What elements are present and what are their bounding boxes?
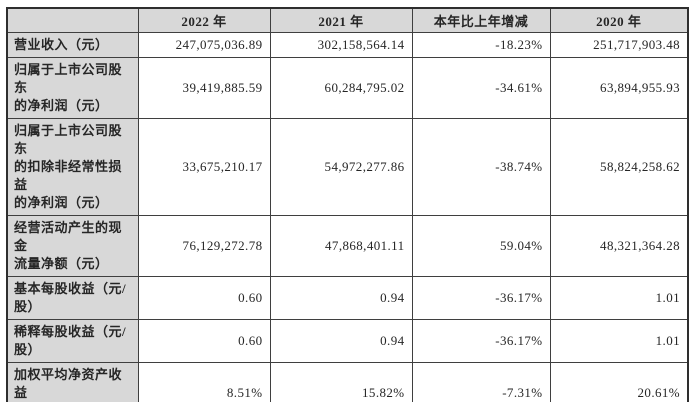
table-row-revenue: 营业收入（元） 247,075,036.89 302,158,564.14 -1… <box>6 32 689 58</box>
table-row-diluted-eps: 稀释每股收益（元/ 股） 0.60 0.94 -36.17% 1.01 <box>6 319 689 363</box>
cell-change: -7.31% <box>411 362 551 402</box>
corner-cell <box>6 7 139 33</box>
cell-2020: 48,321,364.28 <box>549 215 689 277</box>
row-label: 加权平均净资产收益 率 <box>6 362 139 402</box>
cell-change: 59.04% <box>411 215 551 277</box>
cell-2021: 54,972,277.86 <box>269 118 413 216</box>
row-label: 经营活动产生的现金 流量净额（元） <box>6 215 139 277</box>
table-row-basic-eps: 基本每股收益（元/ 股） 0.60 0.94 -36.17% 1.01 <box>6 276 689 320</box>
table-row-weighted-avg-roe: 加权平均净资产收益 率 8.51% 15.82% -7.31% 20.61% <box>6 362 689 402</box>
cell-2020: 1.01 <box>549 276 689 320</box>
cell-2022: 76,129,272.78 <box>137 215 271 277</box>
cell-2020: 1.01 <box>549 319 689 363</box>
cell-2021: 0.94 <box>269 319 413 363</box>
row-label: 归属于上市公司股东 的扣除非经常性损益 的净利润（元） <box>6 118 139 216</box>
row-label: 稀释每股收益（元/ 股） <box>6 319 139 363</box>
cell-2022: 33,675,210.17 <box>137 118 271 216</box>
cell-change: -34.61% <box>411 57 551 119</box>
column-header-2022: 2022 年 <box>137 7 271 33</box>
cell-2020: 63,894,955.93 <box>549 57 689 119</box>
cell-change: -38.74% <box>411 118 551 216</box>
cell-2020: 251,717,903.48 <box>549 32 689 58</box>
row-label: 基本每股收益（元/ 股） <box>6 276 139 320</box>
cell-2022: 247,075,036.89 <box>137 32 271 58</box>
cell-2021: 47,868,401.11 <box>269 215 413 277</box>
column-header-2021: 2021 年 <box>269 7 413 33</box>
cell-2021: 302,158,564.14 <box>269 32 413 58</box>
financial-summary-table: 2022 年 2021 年 本年比上年增减 2020 年 营业收入（元） 247… <box>6 7 689 402</box>
cell-2021: 0.94 <box>269 276 413 320</box>
column-header-yoy-change: 本年比上年增减 <box>411 7 551 33</box>
cell-2022: 0.60 <box>137 319 271 363</box>
cell-2022: 0.60 <box>137 276 271 320</box>
row-label: 营业收入（元） <box>6 32 139 58</box>
table-row-net-profit: 归属于上市公司股东 的净利润（元） 39,419,885.59 60,284,7… <box>6 57 689 119</box>
cell-2020: 58,824,258.62 <box>549 118 689 216</box>
table-row-operating-cash-flow: 经营活动产生的现金 流量净额（元） 76,129,272.78 47,868,4… <box>6 215 689 277</box>
cell-change: -36.17% <box>411 276 551 320</box>
cell-change: -36.17% <box>411 319 551 363</box>
cell-2021: 60,284,795.02 <box>269 57 413 119</box>
cell-2021: 15.82% <box>269 362 413 402</box>
cell-2022: 39,419,885.59 <box>137 57 271 119</box>
cell-2022: 8.51% <box>137 362 271 402</box>
cell-change: -18.23% <box>411 32 551 58</box>
column-header-2020: 2020 年 <box>549 7 689 33</box>
row-label: 归属于上市公司股东 的净利润（元） <box>6 57 139 119</box>
cell-2020: 20.61% <box>549 362 689 402</box>
table-row-net-profit-excl-nonrecurring: 归属于上市公司股东 的扣除非经常性损益 的净利润（元） 33,675,210.1… <box>6 118 689 216</box>
table-header-annual: 2022 年 2021 年 本年比上年增减 2020 年 <box>6 7 689 33</box>
